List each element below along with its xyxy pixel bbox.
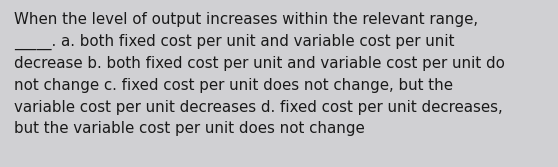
Text: When the level of output increases within the relevant range,
_____. a. both fix: When the level of output increases withi… xyxy=(14,12,505,136)
